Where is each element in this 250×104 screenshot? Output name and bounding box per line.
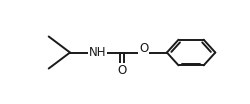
Text: O: O [139, 42, 148, 55]
Text: NH: NH [88, 46, 106, 59]
Text: O: O [118, 64, 127, 77]
